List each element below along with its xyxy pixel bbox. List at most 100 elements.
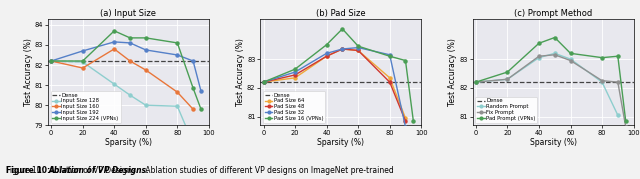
- Line: Input Size 192: Input Size 192: [50, 40, 202, 93]
- Input Size 160: [189, 108, 197, 110]
- Input Size 192: [197, 90, 205, 92]
- Pad Size 64: [323, 55, 330, 57]
- Pad Size 48: [355, 49, 362, 52]
- Y-axis label: Test Accuracy (%): Test Accuracy (%): [448, 38, 457, 106]
- Line: Fix Prompt: Fix Prompt: [474, 53, 627, 128]
- Input Size 224 (VPNs): [79, 60, 86, 62]
- Pad Size 16 (VPNs): [386, 55, 394, 57]
- Pad Size 16 (VPNs): [260, 81, 268, 83]
- Input Size 224 (VPNs): [126, 37, 134, 39]
- Pad Prompt (VPNs): [566, 52, 574, 54]
- Line: Pad Size 32: Pad Size 32: [262, 46, 415, 134]
- Pad Size 32: [410, 131, 417, 134]
- Line: Pad Size 16 (VPNs): Pad Size 16 (VPNs): [262, 27, 415, 122]
- Dense: [474, 81, 481, 83]
- Input Size 128: [79, 61, 86, 63]
- Text: Ablation of VP Designs.: Ablation of VP Designs.: [48, 166, 149, 175]
- Input Size 160: [47, 60, 55, 62]
- Pad Prompt (VPNs): [622, 120, 630, 122]
- Line: Random Prompt: Random Prompt: [474, 52, 620, 117]
- Input Size 128: [173, 105, 181, 107]
- Input Size 128: [111, 83, 118, 85]
- Pad Size 64: [260, 81, 268, 83]
- Text: Figure 10:  Ablation of VP Designs.   Ablation studies of different VP designs o: Figure 10: Ablation of VP Designs. Ablat…: [6, 166, 394, 175]
- Text: Figure 10:: Figure 10:: [6, 166, 51, 175]
- X-axis label: Sparsity (%): Sparsity (%): [317, 138, 364, 147]
- Fix Prompt: [614, 81, 621, 83]
- Line: Input Size 160: Input Size 160: [50, 47, 195, 111]
- Pad Size 48: [291, 74, 299, 76]
- Legend: Dense, Pad Size 64, Pad Size 48, Pad Size 32, Pad Size 16 (VPNs): Dense, Pad Size 64, Pad Size 48, Pad Siz…: [263, 91, 325, 123]
- Pad Size 48: [402, 120, 410, 122]
- Title: (a) Input Size: (a) Input Size: [100, 9, 156, 18]
- Input Size 192: [47, 60, 55, 62]
- Dense: [261, 81, 269, 83]
- Input Size 224 (VPNs): [111, 30, 118, 32]
- Fix Prompt: [472, 81, 480, 83]
- Pad Size 48: [323, 55, 330, 57]
- Line: Pad Size 48: Pad Size 48: [262, 47, 407, 122]
- Input Size 192: [142, 49, 150, 51]
- Dense: [260, 81, 268, 83]
- Fix Prompt: [504, 78, 511, 80]
- Pad Size 64: [291, 77, 299, 79]
- Pad Size 32: [386, 54, 394, 56]
- Title: (c) Prompt Method: (c) Prompt Method: [514, 9, 592, 18]
- Fix Prompt: [535, 55, 543, 57]
- Pad Prompt (VPNs): [504, 71, 511, 73]
- Pad Prompt (VPNs): [472, 81, 480, 83]
- Input Size 128: [142, 104, 150, 106]
- Dense: [47, 60, 55, 62]
- Random Prompt: [566, 58, 574, 60]
- X-axis label: Sparsity (%): Sparsity (%): [530, 138, 577, 147]
- Input Size 128: [126, 94, 134, 96]
- Pad Size 64: [355, 49, 362, 52]
- Line: Input Size 224 (VPNs): Input Size 224 (VPNs): [50, 29, 202, 111]
- Random Prompt: [504, 78, 511, 80]
- Pad Size 32: [402, 126, 410, 128]
- Pad Size 16 (VPNs): [402, 59, 410, 62]
- Pad Prompt (VPNs): [551, 37, 559, 39]
- Input Size 128: [189, 142, 197, 144]
- Input Size 224 (VPNs): [189, 87, 197, 89]
- Pad Size 16 (VPNs): [291, 68, 299, 70]
- Legend: Dense, Input Size 128, Input Size 160, Input Size 192, Input Size 224 (VPNs): Dense, Input Size 128, Input Size 160, I…: [51, 91, 120, 123]
- Legend: Dense, Random Prompt, Fix Prompt, Pad Prompt (VPNs): Dense, Random Prompt, Fix Prompt, Pad Pr…: [476, 97, 538, 123]
- Input Size 192: [126, 42, 134, 44]
- Pad Size 16 (VPNs): [323, 44, 330, 46]
- Input Size 160: [111, 48, 118, 50]
- Input Size 192: [189, 60, 197, 62]
- Y-axis label: Test Accuracy (%): Test Accuracy (%): [24, 38, 33, 106]
- Pad Size 32: [260, 81, 268, 83]
- Pad Size 32: [355, 47, 362, 49]
- Input Size 224 (VPNs): [47, 60, 55, 62]
- Random Prompt: [472, 81, 480, 83]
- Pad Size 64: [386, 77, 394, 79]
- Input Size 128: [47, 60, 55, 62]
- Dense: [49, 60, 56, 62]
- Fix Prompt: [551, 54, 559, 56]
- Random Prompt: [551, 52, 559, 54]
- Pad Size 48: [386, 81, 394, 83]
- Pad Size 64: [339, 48, 346, 50]
- Input Size 224 (VPNs): [197, 108, 205, 110]
- Line: Pad Prompt (VPNs): Pad Prompt (VPNs): [474, 36, 627, 122]
- Fix Prompt: [598, 80, 606, 82]
- Input Size 192: [173, 54, 181, 56]
- Pad Size 16 (VPNs): [339, 28, 346, 30]
- Input Size 160: [142, 69, 150, 71]
- Input Size 224 (VPNs): [173, 42, 181, 44]
- Line: Input Size 128: Input Size 128: [50, 59, 195, 145]
- Input Size 224 (VPNs): [142, 37, 150, 39]
- Pad Prompt (VPNs): [614, 55, 621, 57]
- Dense: [472, 81, 480, 83]
- Random Prompt: [535, 57, 543, 59]
- Input Size 160: [173, 91, 181, 93]
- Random Prompt: [598, 81, 606, 83]
- Fix Prompt: [622, 126, 630, 128]
- Pad Size 32: [323, 52, 330, 54]
- Pad Size 16 (VPNs): [410, 120, 417, 122]
- Pad Size 48: [260, 81, 268, 83]
- Fix Prompt: [566, 59, 574, 62]
- X-axis label: Sparsity (%): Sparsity (%): [105, 138, 152, 147]
